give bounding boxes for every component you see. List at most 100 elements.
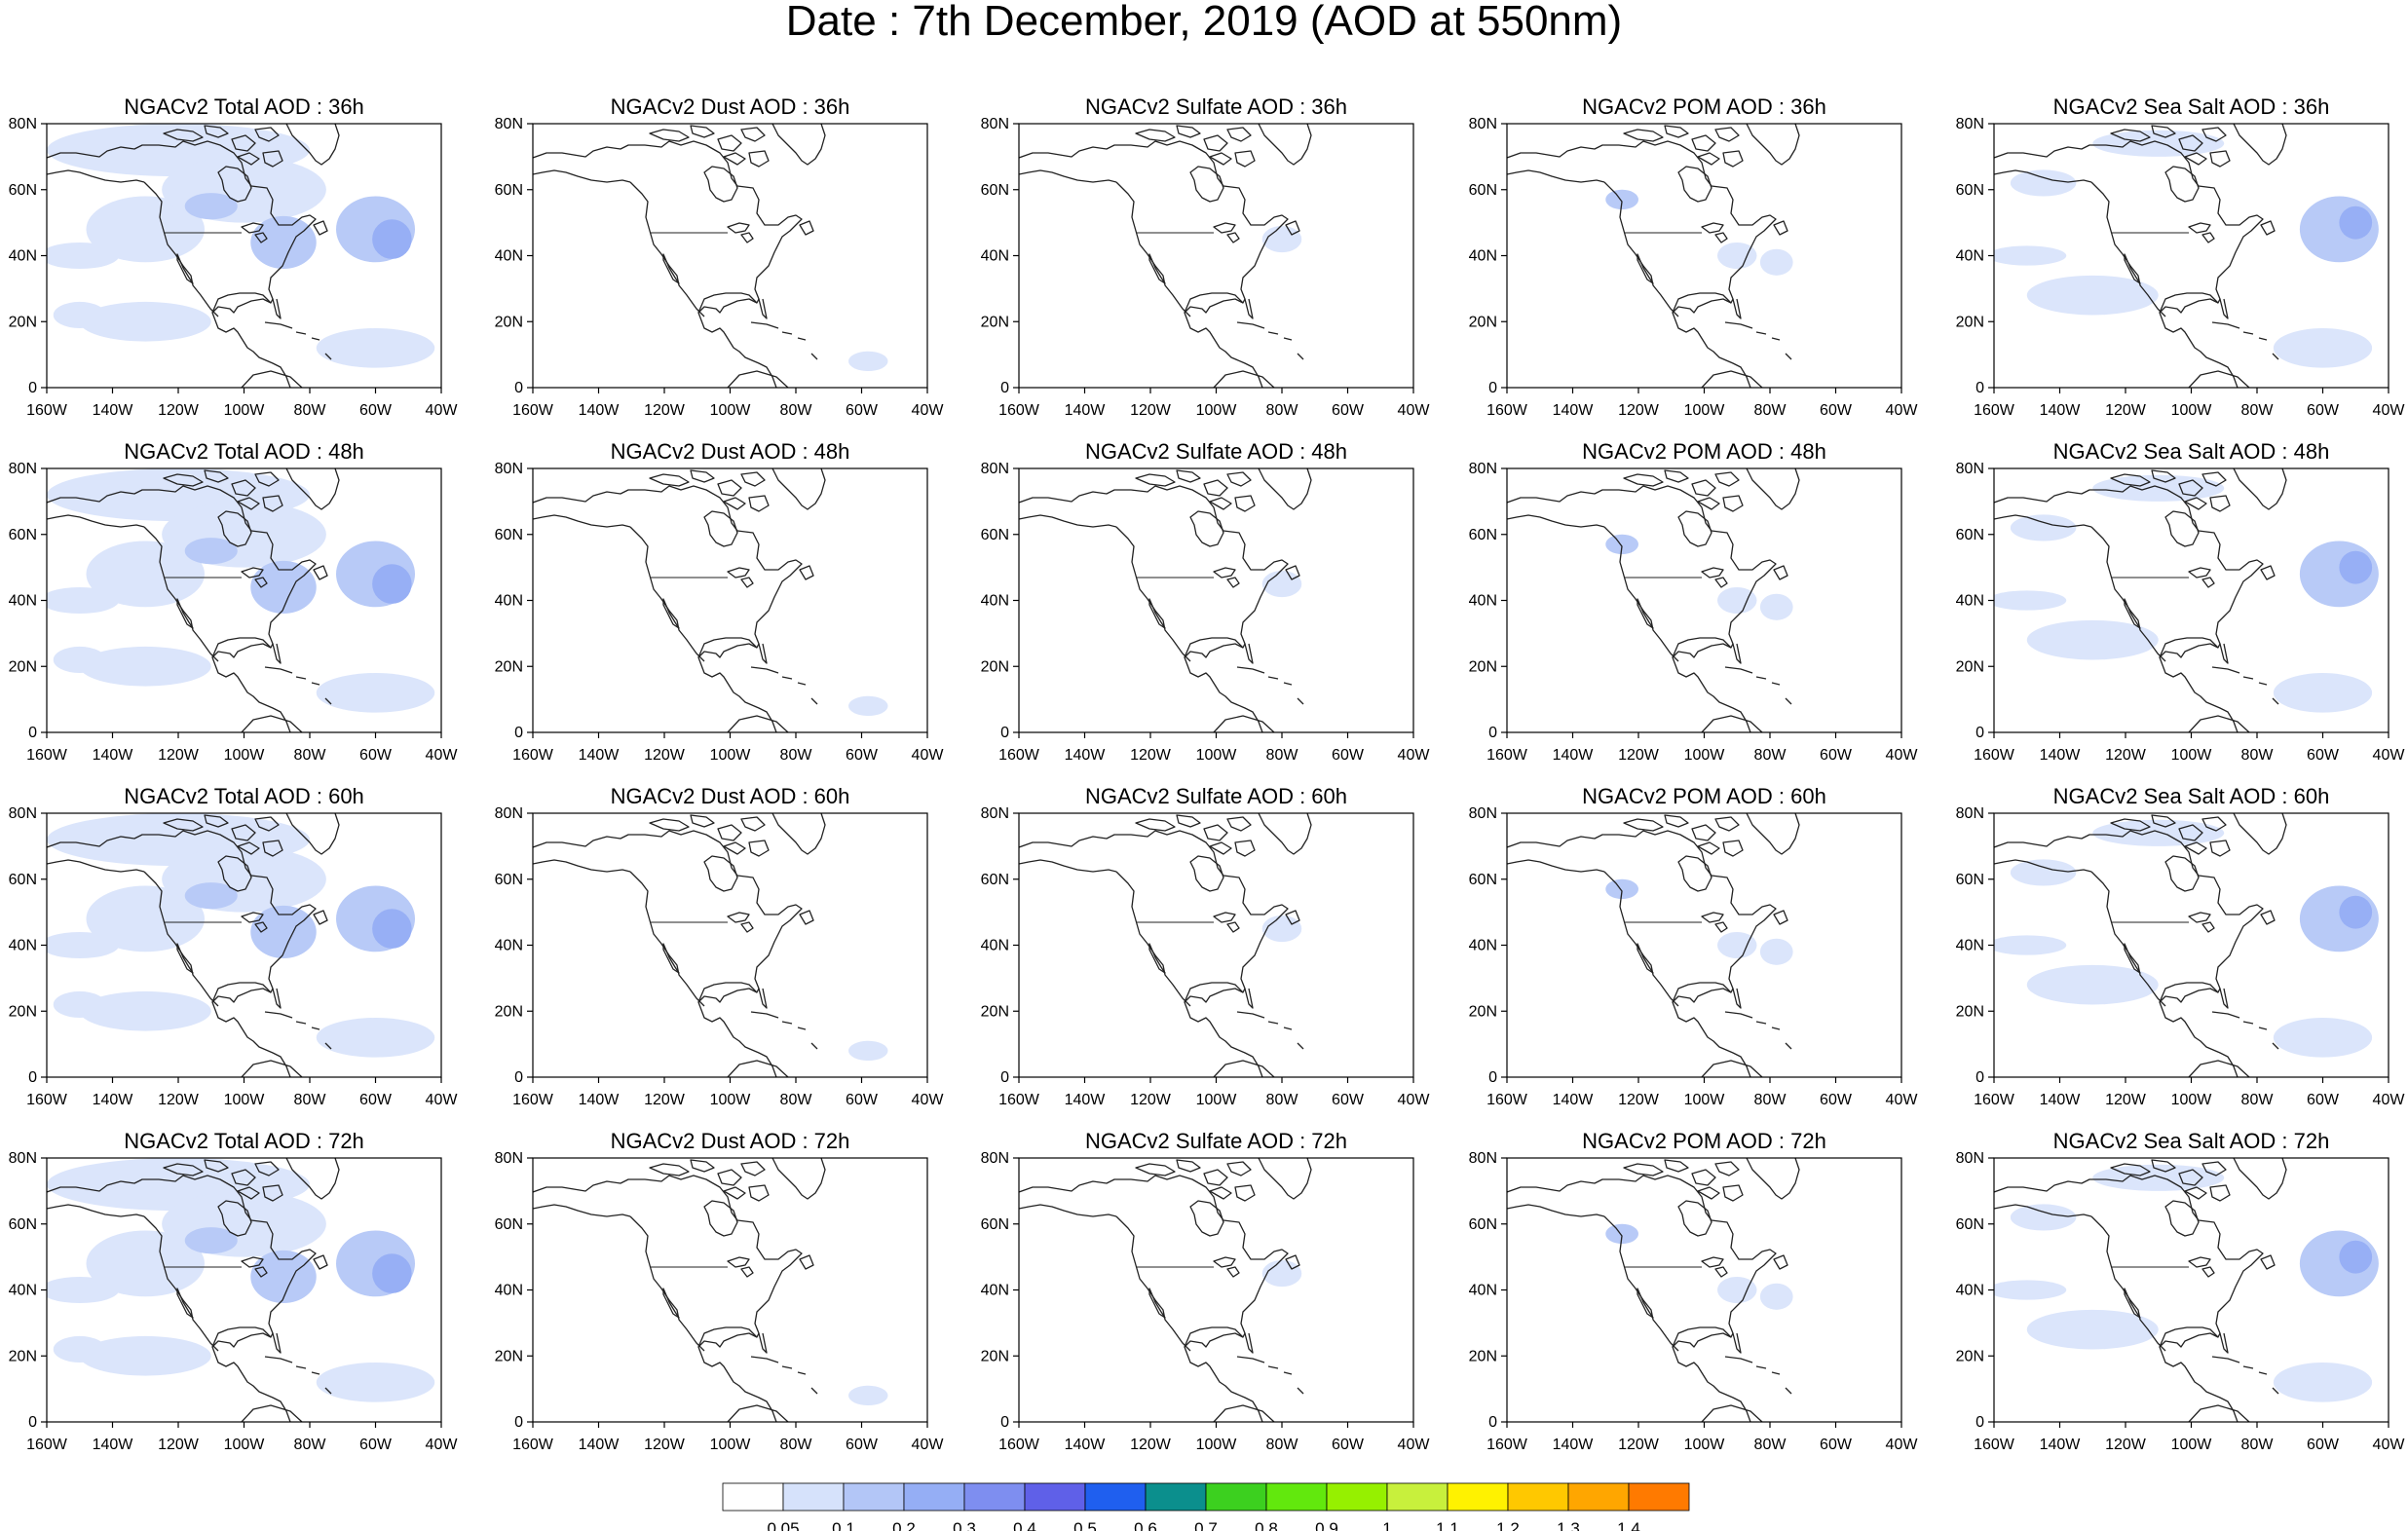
lat-tick-label: 60N — [9, 1216, 37, 1233]
aod-fill-region — [162, 1190, 326, 1257]
lat-tick-label: 0 — [1488, 1414, 1497, 1431]
colorbar-label: 0.5 — [1073, 1519, 1097, 1531]
lat-tick-label: 40N — [1469, 593, 1497, 610]
map-panel: NGACv2 POM AOD : 48h 80N 60N 40N 20N 0 160W 140… — [1469, 439, 1919, 764]
lat-tick-label: 60N — [981, 182, 1009, 199]
aod-fill-region — [2010, 859, 2077, 886]
colorbar-label: 1.4 — [1617, 1519, 1640, 1531]
lat-tick-label: 0 — [1975, 1069, 1984, 1086]
lat-tick-label: 60N — [1956, 1216, 1984, 1233]
map-panel: NGACv2 Sea Salt AOD : 48h 80N 60N 40N 20N 0 16… — [1956, 439, 2406, 764]
map-frame — [532, 123, 928, 389]
aod-fill-region — [250, 215, 317, 270]
lat-tick-label: 40N — [1956, 938, 1984, 954]
colorbar: 0.05 0.1 0.2 0.3 0.4 0.5 0.6 0.7 0.8 0.9 1 1.1 1.2 1.… — [722, 1482, 1690, 1531]
lon-tick-label: 40W — [1886, 1437, 1919, 1453]
lat-tick-label: 40N — [981, 593, 1009, 610]
panel-title: NGACv2 Sea Salt AOD : 36h — [2053, 94, 2330, 119]
lon-tick-label: 120W — [158, 747, 200, 764]
lon-tick-label: 120W — [2105, 1437, 2147, 1453]
lat-tick-label: 40N — [1469, 938, 1497, 954]
lat-tick-label: 80N — [495, 805, 523, 822]
lon-tick-label: 40W — [426, 1092, 459, 1108]
lon-tick-label: 120W — [158, 402, 200, 419]
colorbar-label: 0.4 — [1013, 1519, 1036, 1531]
lon-tick-label: 100W — [1196, 1437, 1238, 1453]
map-panel: NGACv2 Total AOD : 60h 80N 60N 40N 20N 0 160W 1… — [9, 784, 459, 1108]
lat-tick-label: 60N — [495, 1216, 523, 1233]
aod-fill-region — [848, 695, 888, 717]
map-panel: NGACv2 Dust AOD : 48h 80N 60N 40N 20N 0 160W 14… — [495, 439, 945, 764]
colorbar-swatch — [1326, 1482, 1388, 1512]
aod-fill-region — [184, 538, 238, 565]
lon-tick-label: 60W — [1820, 402, 1853, 419]
lat-tick-label: 20N — [9, 658, 37, 675]
lat-tick-label: 80N — [9, 116, 37, 132]
lat-tick-label: 40N — [1956, 593, 1984, 610]
lat-tick-label: 80N — [1469, 116, 1497, 132]
lon-tick-label: 120W — [1618, 1092, 1660, 1108]
lon-tick-label: 40W — [1398, 402, 1431, 419]
panel-title: NGACv2 POM AOD : 48h — [1582, 439, 1826, 464]
lon-tick-label: 60W — [1820, 1437, 1853, 1453]
lon-tick-label: 100W — [710, 747, 752, 764]
lat-tick-label: 40N — [1469, 248, 1497, 265]
aod-fill-region — [316, 1363, 435, 1402]
lat-tick-label: 60N — [1956, 872, 1984, 888]
lat-tick-label: 40N — [1956, 248, 1984, 265]
lon-tick-label: 80W — [1266, 402, 1299, 419]
lon-tick-label: 120W — [2105, 402, 2147, 419]
lon-tick-label: 100W — [1196, 1092, 1238, 1108]
lat-tick-label: 0 — [1975, 380, 1984, 396]
aod-fill-region — [1759, 938, 1793, 965]
lat-tick-label: 80N — [495, 461, 523, 477]
colorbar-swatch — [1205, 1482, 1267, 1512]
lon-tick-label: 80W — [1754, 747, 1787, 764]
lat-tick-label: 40N — [495, 938, 523, 954]
colorbar-label: 1.1 — [1436, 1519, 1459, 1531]
aod-fill-region — [79, 646, 211, 687]
lon-tick-label: 120W — [644, 1092, 686, 1108]
panel-title: NGACv2 Total AOD : 48h — [124, 439, 364, 464]
lat-tick-label: 60N — [9, 872, 37, 888]
aod-fill-region — [848, 351, 888, 372]
lat-tick-label: 80N — [1956, 116, 1984, 132]
lon-tick-label: 160W — [1486, 747, 1528, 764]
lon-tick-label: 160W — [998, 1092, 1040, 1108]
aod-fill-region — [86, 1230, 205, 1297]
lon-tick-label: 120W — [1130, 1437, 1172, 1453]
lon-tick-label: 160W — [1974, 1437, 2015, 1453]
panel-title: NGACv2 Dust AOD : 48h — [611, 439, 850, 464]
panel-title: NGACv2 Sea Salt AOD : 72h — [2053, 1129, 2330, 1153]
lat-tick-label: 60N — [1469, 527, 1497, 543]
lat-tick-label: 60N — [9, 527, 37, 543]
lon-tick-label: 60W — [1820, 747, 1853, 764]
aod-fill-region — [2026, 1309, 2159, 1350]
lon-tick-label: 100W — [710, 402, 752, 419]
lon-tick-label: 120W — [1130, 747, 1172, 764]
colorbar-swatch — [1265, 1482, 1328, 1512]
lon-tick-label: 140W — [93, 747, 134, 764]
lon-tick-label: 160W — [26, 402, 68, 419]
lon-tick-label: 140W — [1065, 1437, 1107, 1453]
map-frame — [1018, 1157, 1414, 1423]
lat-tick-label: 0 — [514, 1069, 523, 1086]
colorbar-label: 0.8 — [1255, 1519, 1278, 1531]
lat-tick-label: 20N — [981, 314, 1009, 330]
colorbar-swatch — [1024, 1482, 1086, 1512]
lon-tick-label: 100W — [2171, 1092, 2213, 1108]
map-panel: NGACv2 Sea Salt AOD : 36h 80N 60N 40N 20N 0 16… — [1956, 94, 2406, 419]
panel-title: NGACv2 Sulfate AOD : 48h — [1085, 439, 1347, 464]
aod-fill-region — [162, 156, 326, 223]
panel-title: NGACv2 Sea Salt AOD : 60h — [2053, 784, 2330, 808]
lon-tick-label: 160W — [1486, 1092, 1528, 1108]
lon-tick-label: 100W — [1684, 747, 1726, 764]
lon-tick-label: 140W — [2040, 747, 2082, 764]
lat-tick-label: 60N — [495, 872, 523, 888]
lat-tick-label: 80N — [9, 1150, 37, 1167]
lon-tick-label: 60W — [1332, 402, 1365, 419]
aod-fill-region — [848, 1040, 888, 1062]
aod-fill-region — [316, 328, 435, 368]
panel-title: NGACv2 Sea Salt AOD : 48h — [2053, 439, 2330, 464]
